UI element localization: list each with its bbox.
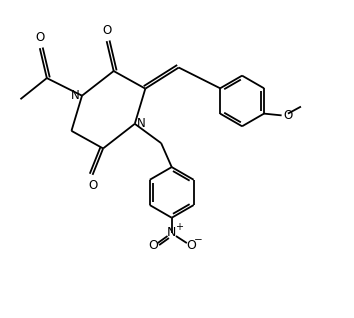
Text: O: O xyxy=(35,31,44,44)
Text: N: N xyxy=(137,117,146,130)
Text: O: O xyxy=(148,239,158,252)
Text: O: O xyxy=(102,24,111,37)
Text: O: O xyxy=(88,179,97,192)
Text: O: O xyxy=(283,109,293,122)
Text: N: N xyxy=(71,89,80,102)
Text: N: N xyxy=(167,226,176,239)
Text: O: O xyxy=(186,239,196,252)
Text: −: − xyxy=(194,235,202,245)
Text: +: + xyxy=(176,222,183,232)
